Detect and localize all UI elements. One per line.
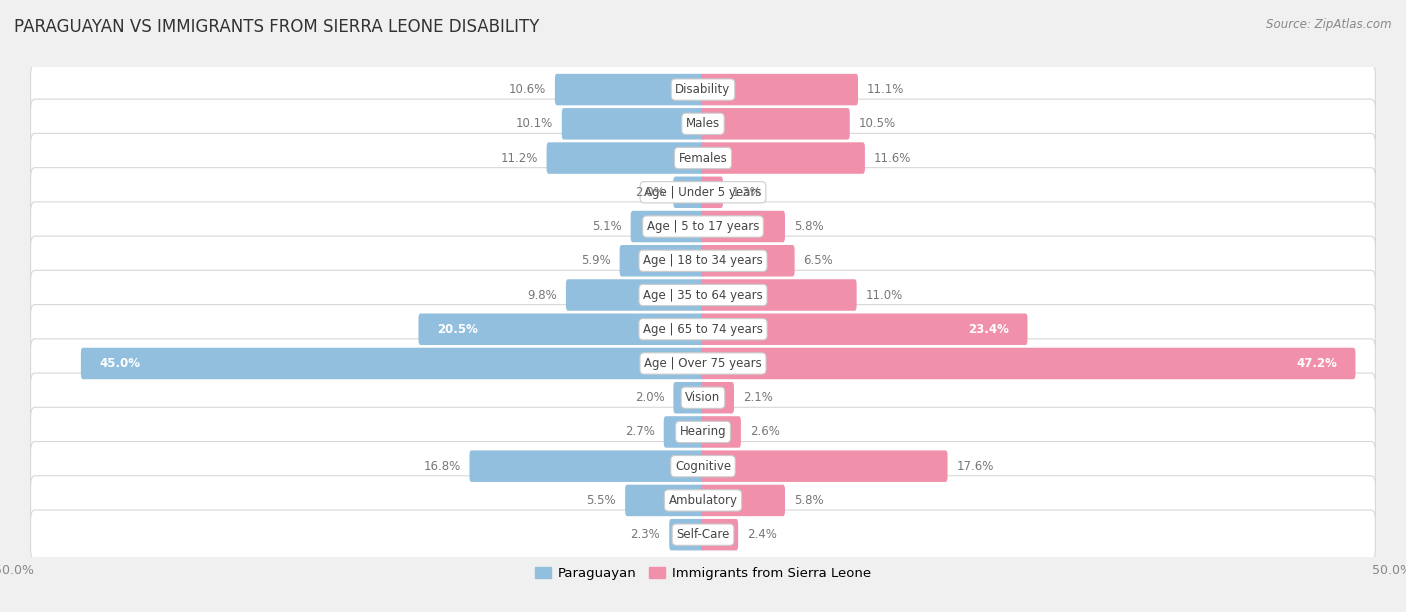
FancyBboxPatch shape xyxy=(470,450,704,482)
Text: 11.0%: 11.0% xyxy=(866,288,903,302)
Text: Hearing: Hearing xyxy=(679,425,727,438)
Text: 2.0%: 2.0% xyxy=(634,186,665,199)
Text: 2.4%: 2.4% xyxy=(747,528,778,541)
Text: 2.3%: 2.3% xyxy=(630,528,661,541)
Text: 10.1%: 10.1% xyxy=(516,118,553,130)
FancyBboxPatch shape xyxy=(620,245,704,277)
FancyBboxPatch shape xyxy=(702,211,785,242)
FancyBboxPatch shape xyxy=(702,245,794,277)
Text: Females: Females xyxy=(679,152,727,165)
FancyBboxPatch shape xyxy=(702,313,1028,345)
Text: Disability: Disability xyxy=(675,83,731,96)
FancyBboxPatch shape xyxy=(565,279,704,311)
Text: Age | 35 to 64 years: Age | 35 to 64 years xyxy=(643,288,763,302)
Text: PARAGUAYAN VS IMMIGRANTS FROM SIERRA LEONE DISABILITY: PARAGUAYAN VS IMMIGRANTS FROM SIERRA LEO… xyxy=(14,18,540,36)
FancyBboxPatch shape xyxy=(626,485,704,516)
FancyBboxPatch shape xyxy=(31,373,1375,422)
FancyBboxPatch shape xyxy=(31,168,1375,217)
Text: 2.6%: 2.6% xyxy=(749,425,780,438)
Text: 10.6%: 10.6% xyxy=(509,83,546,96)
Text: 10.5%: 10.5% xyxy=(859,118,896,130)
Text: 20.5%: 20.5% xyxy=(437,323,478,336)
FancyBboxPatch shape xyxy=(702,519,738,550)
FancyBboxPatch shape xyxy=(31,339,1375,388)
Text: 5.1%: 5.1% xyxy=(592,220,621,233)
Text: Age | 65 to 74 years: Age | 65 to 74 years xyxy=(643,323,763,336)
FancyBboxPatch shape xyxy=(702,143,865,174)
FancyBboxPatch shape xyxy=(702,450,948,482)
FancyBboxPatch shape xyxy=(702,485,785,516)
FancyBboxPatch shape xyxy=(673,382,704,414)
FancyBboxPatch shape xyxy=(702,176,723,208)
FancyBboxPatch shape xyxy=(547,143,704,174)
Text: Source: ZipAtlas.com: Source: ZipAtlas.com xyxy=(1267,18,1392,31)
Text: Age | 18 to 34 years: Age | 18 to 34 years xyxy=(643,254,763,267)
FancyBboxPatch shape xyxy=(31,65,1375,114)
Text: 9.8%: 9.8% xyxy=(527,288,557,302)
Text: Self-Care: Self-Care xyxy=(676,528,730,541)
Text: 17.6%: 17.6% xyxy=(956,460,994,472)
FancyBboxPatch shape xyxy=(31,133,1375,183)
FancyBboxPatch shape xyxy=(669,519,704,550)
Text: 5.8%: 5.8% xyxy=(794,494,824,507)
FancyBboxPatch shape xyxy=(31,510,1375,559)
FancyBboxPatch shape xyxy=(31,476,1375,525)
FancyBboxPatch shape xyxy=(702,279,856,311)
FancyBboxPatch shape xyxy=(31,271,1375,319)
Text: 11.6%: 11.6% xyxy=(875,152,911,165)
Text: Ambulatory: Ambulatory xyxy=(668,494,738,507)
Text: 5.8%: 5.8% xyxy=(794,220,824,233)
Text: 6.5%: 6.5% xyxy=(804,254,834,267)
FancyBboxPatch shape xyxy=(555,74,704,105)
Text: Males: Males xyxy=(686,118,720,130)
FancyBboxPatch shape xyxy=(31,441,1375,491)
Text: 47.2%: 47.2% xyxy=(1296,357,1337,370)
FancyBboxPatch shape xyxy=(419,313,704,345)
Text: Vision: Vision xyxy=(685,391,721,404)
Text: 11.1%: 11.1% xyxy=(868,83,904,96)
FancyBboxPatch shape xyxy=(702,416,741,448)
FancyBboxPatch shape xyxy=(82,348,704,379)
FancyBboxPatch shape xyxy=(702,382,734,414)
FancyBboxPatch shape xyxy=(631,211,704,242)
FancyBboxPatch shape xyxy=(673,176,704,208)
Text: 1.3%: 1.3% xyxy=(733,186,762,199)
Text: Cognitive: Cognitive xyxy=(675,460,731,472)
FancyBboxPatch shape xyxy=(31,99,1375,149)
Legend: Paraguayan, Immigrants from Sierra Leone: Paraguayan, Immigrants from Sierra Leone xyxy=(536,567,870,580)
Text: 2.1%: 2.1% xyxy=(742,391,773,404)
Text: Age | 5 to 17 years: Age | 5 to 17 years xyxy=(647,220,759,233)
Text: 23.4%: 23.4% xyxy=(967,323,1010,336)
FancyBboxPatch shape xyxy=(702,74,858,105)
Text: 5.9%: 5.9% xyxy=(581,254,610,267)
Text: 5.5%: 5.5% xyxy=(586,494,616,507)
FancyBboxPatch shape xyxy=(664,416,704,448)
Text: Age | Over 75 years: Age | Over 75 years xyxy=(644,357,762,370)
Text: 11.2%: 11.2% xyxy=(501,152,537,165)
Text: 45.0%: 45.0% xyxy=(100,357,141,370)
FancyBboxPatch shape xyxy=(702,108,849,140)
FancyBboxPatch shape xyxy=(31,236,1375,285)
Text: 2.0%: 2.0% xyxy=(634,391,665,404)
FancyBboxPatch shape xyxy=(31,408,1375,457)
FancyBboxPatch shape xyxy=(562,108,704,140)
Text: 2.7%: 2.7% xyxy=(624,425,655,438)
FancyBboxPatch shape xyxy=(702,348,1355,379)
FancyBboxPatch shape xyxy=(31,202,1375,251)
FancyBboxPatch shape xyxy=(31,305,1375,354)
Text: 16.8%: 16.8% xyxy=(423,460,461,472)
Text: Age | Under 5 years: Age | Under 5 years xyxy=(644,186,762,199)
